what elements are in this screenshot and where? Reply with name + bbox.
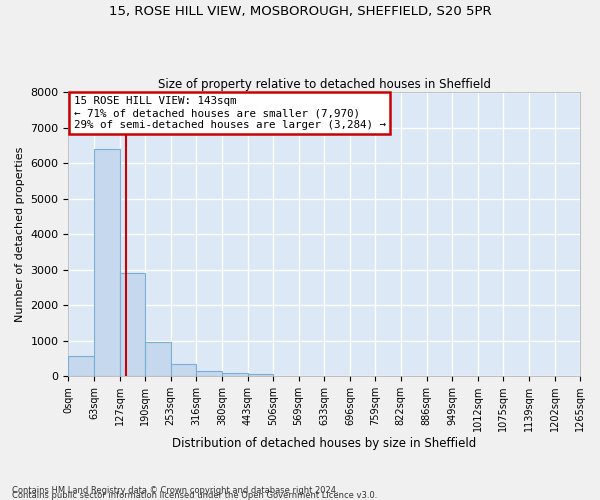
Text: Contains public sector information licensed under the Open Government Licence v3: Contains public sector information licen… (12, 490, 377, 500)
Bar (196, 370, 222, 376)
Text: 15 ROSE HILL VIEW: 143sqm
← 71% of detached houses are smaller (7,970)
29% of se: 15 ROSE HILL VIEW: 143sqm ← 71% of detac… (74, 96, 386, 130)
Bar (222, 374, 248, 376)
X-axis label: Distribution of detached houses by size in Sheffield: Distribution of detached houses by size … (172, 437, 476, 450)
Title: Size of property relative to detached houses in Sheffield: Size of property relative to detached ho… (158, 78, 491, 91)
Bar (171, 364, 196, 376)
Bar (94, 150, 120, 376)
Text: 15, ROSE HILL VIEW, MOSBOROUGH, SHEFFIELD, S20 5PR: 15, ROSE HILL VIEW, MOSBOROUGH, SHEFFIEL… (109, 5, 491, 18)
Bar (68, 356, 94, 376)
Bar (145, 342, 171, 376)
Text: Contains HM Land Registry data © Crown copyright and database right 2024.: Contains HM Land Registry data © Crown c… (12, 486, 338, 495)
Bar (120, 272, 145, 376)
Bar (248, 374, 273, 376)
Y-axis label: Number of detached properties: Number of detached properties (15, 146, 25, 322)
